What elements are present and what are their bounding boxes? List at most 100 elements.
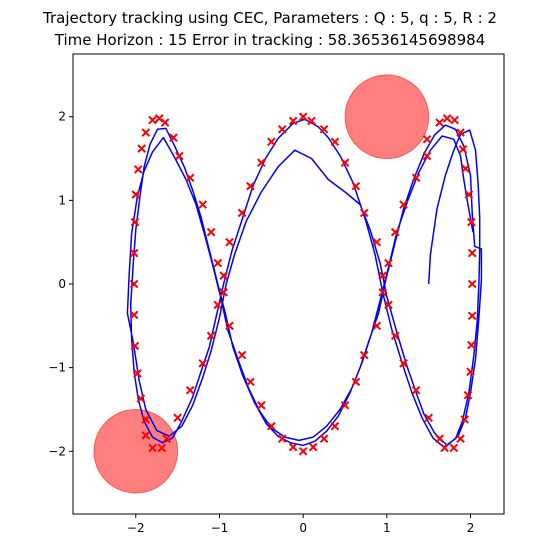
reference-point-marker — [308, 442, 318, 452]
reference-point-marker — [424, 413, 433, 423]
reference-point-marker — [467, 340, 476, 350]
y-tick-label: −1 — [48, 361, 66, 375]
reference-point-marker — [456, 128, 465, 137]
reference-point-marker — [130, 341, 140, 351]
reference-point-marker — [378, 288, 387, 297]
reference-point-marker — [225, 321, 234, 331]
reference-point-marker — [173, 413, 182, 423]
reference-point-marker — [340, 400, 350, 410]
x-tick-label: −1 — [211, 521, 229, 535]
reference-point-marker — [198, 359, 208, 368]
reference-point-marker — [288, 442, 298, 452]
reference-point-marker — [330, 421, 340, 431]
reference-point-marker — [456, 434, 465, 444]
reference-point-marker — [267, 421, 276, 431]
chart-title-line-2: Time Horizon : 15 Error in tracking : 58… — [54, 31, 485, 49]
reference-point-marker — [219, 288, 228, 297]
reference-point-marker — [256, 158, 266, 168]
x-tick-label: 2 — [467, 521, 475, 535]
chart-title-line-1: Trajectory tracking using CEC, Parameter… — [42, 9, 497, 27]
reference-point-marker — [129, 279, 139, 289]
y-tick-label: 1 — [58, 193, 66, 207]
reference-point-marker — [237, 350, 247, 360]
reference-point-marker — [464, 190, 474, 199]
reference-point-marker — [129, 310, 139, 320]
y-axis: −2 −1 0 1 2 — [48, 110, 73, 458]
reference-point-marker — [340, 158, 350, 168]
reference-point-marker — [267, 137, 276, 147]
reference-point-marker — [148, 443, 157, 453]
reference-point-marker — [246, 181, 255, 191]
reference-point-marker — [319, 434, 329, 444]
reference-point-marker — [277, 434, 287, 444]
reference-point-marker — [198, 200, 208, 209]
obstacle-circle — [344, 74, 430, 160]
reference-point-marker — [422, 151, 432, 161]
plot-area — [93, 74, 483, 494]
reference-point-marker — [154, 114, 164, 123]
reference-point-marker — [449, 443, 459, 453]
reference-point-marker — [246, 377, 255, 387]
reference-point-marker — [399, 200, 408, 209]
reference-point-marker — [351, 181, 361, 191]
reference-point-marker — [467, 279, 477, 289]
reference-point-marker — [169, 133, 178, 142]
reference-point-marker — [422, 135, 432, 144]
reference-point-marker — [399, 359, 408, 368]
reference-point-marker — [298, 112, 308, 122]
reference-point-marker — [160, 118, 170, 127]
reference-point-marker — [237, 208, 247, 218]
reference-point-marker — [157, 443, 167, 453]
reference-point-marker — [129, 248, 139, 258]
reference-point-marker — [411, 385, 421, 395]
reference-point-marker — [466, 367, 475, 377]
reference-point-marker — [450, 115, 459, 125]
reference-point-marker — [390, 331, 400, 341]
reference-point-marker — [442, 114, 452, 123]
reference-point-marker — [351, 377, 361, 387]
reference-point-marker — [330, 137, 340, 147]
reference-point-marker — [372, 321, 382, 331]
reference-point-marker — [162, 434, 172, 444]
reference-point-marker — [359, 208, 369, 218]
reference-point-marker — [213, 300, 223, 310]
x-tick-label: 0 — [299, 521, 307, 535]
y-tick-label: −2 — [48, 444, 66, 458]
reference-point-marker — [206, 227, 216, 237]
reference-point-marker — [435, 434, 444, 444]
reference-point-marker — [225, 237, 234, 247]
reference-point-marker — [384, 300, 393, 310]
reference-point-marker — [133, 165, 143, 174]
reference-point-marker — [136, 394, 146, 403]
reference-point-marker — [131, 190, 141, 199]
reference-point-marker — [133, 369, 142, 378]
reference-point-marker — [288, 116, 298, 126]
y-tick-label: 2 — [58, 110, 66, 124]
reference-point-marker — [130, 217, 140, 227]
reference-point-marker — [378, 271, 387, 280]
reference-point-marker — [467, 217, 476, 227]
reference-point-marker — [372, 237, 382, 247]
reference-point-marker — [319, 124, 329, 134]
reference-point-marker — [137, 144, 146, 153]
trajectory-line — [126, 118, 483, 448]
reference-point-marker — [458, 145, 468, 154]
reference-point-marker — [148, 115, 157, 125]
reference-point-marker — [461, 164, 470, 173]
reference-point-marker — [390, 227, 400, 237]
reference-point-marker — [307, 116, 316, 126]
reference-point-marker — [141, 415, 151, 424]
reference-point-marker — [384, 258, 393, 268]
reference-point-marker — [256, 400, 266, 410]
reference-point-marker — [460, 415, 469, 424]
reference-point-marker — [359, 350, 369, 360]
reference-point-marker — [185, 173, 195, 183]
reference-point-marker — [219, 271, 228, 280]
reference-point-marker — [185, 385, 195, 395]
reference-point-marker — [141, 431, 151, 440]
reference-point-marker — [206, 331, 216, 341]
reference-point-marker — [440, 443, 449, 453]
reference-point-marker — [277, 124, 287, 134]
x-tick-label: −2 — [127, 521, 145, 535]
